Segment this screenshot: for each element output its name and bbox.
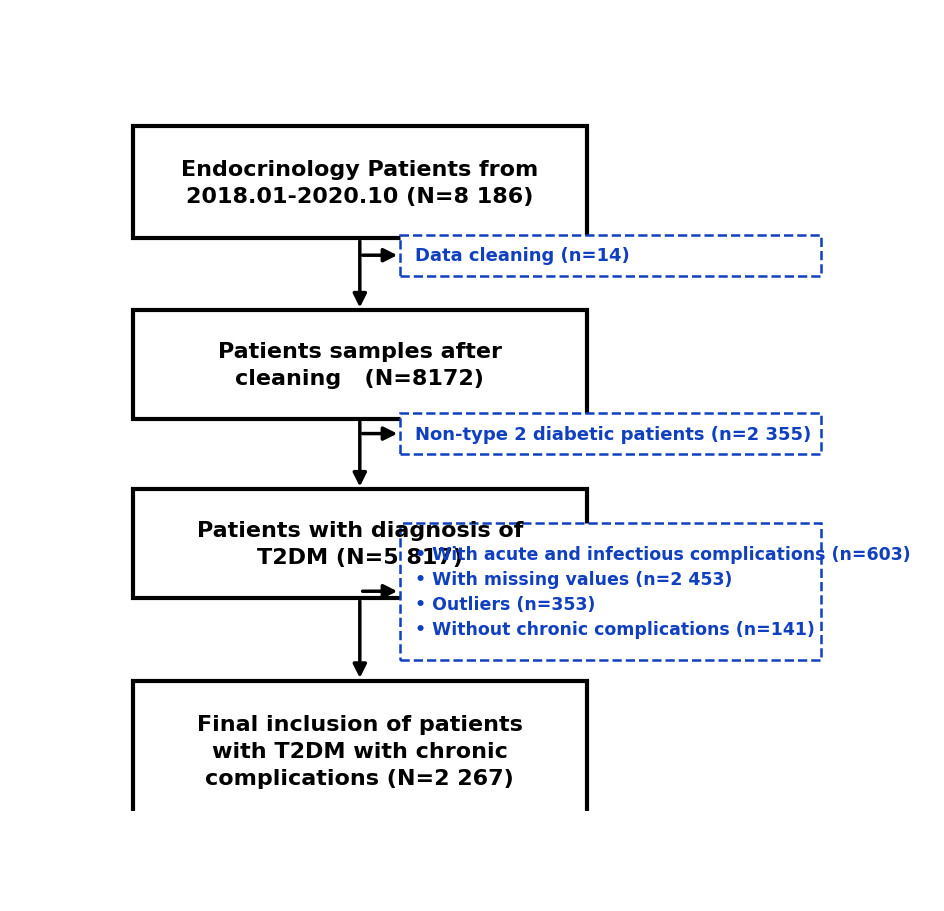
FancyBboxPatch shape: [132, 311, 586, 420]
FancyBboxPatch shape: [399, 523, 820, 660]
Text: Final inclusion of patients
with T2DM with chronic
complications (N=2 267): Final inclusion of patients with T2DM wi…: [196, 714, 522, 788]
Text: • With acute and infectious complications (n=603)
• With missing values (n=2 453: • With acute and infectious complication…: [414, 545, 909, 638]
FancyBboxPatch shape: [132, 681, 586, 822]
Text: Patients with diagnosis of
T2DM (N=5 817): Patients with diagnosis of T2DM (N=5 817…: [196, 521, 522, 568]
FancyBboxPatch shape: [132, 490, 586, 599]
FancyBboxPatch shape: [399, 236, 820, 276]
Text: Non-type 2 diabetic patients (n=2 355): Non-type 2 diabetic patients (n=2 355): [414, 425, 810, 443]
Text: Endocrinology Patients from
2018.01-2020.10 (N=8 186): Endocrinology Patients from 2018.01-2020…: [181, 159, 538, 207]
FancyBboxPatch shape: [399, 414, 820, 455]
Text: Data cleaning (n=14): Data cleaning (n=14): [414, 247, 629, 265]
FancyBboxPatch shape: [132, 127, 586, 239]
Text: Patients samples after
cleaning   (N=8172): Patients samples after cleaning (N=8172): [217, 342, 501, 389]
